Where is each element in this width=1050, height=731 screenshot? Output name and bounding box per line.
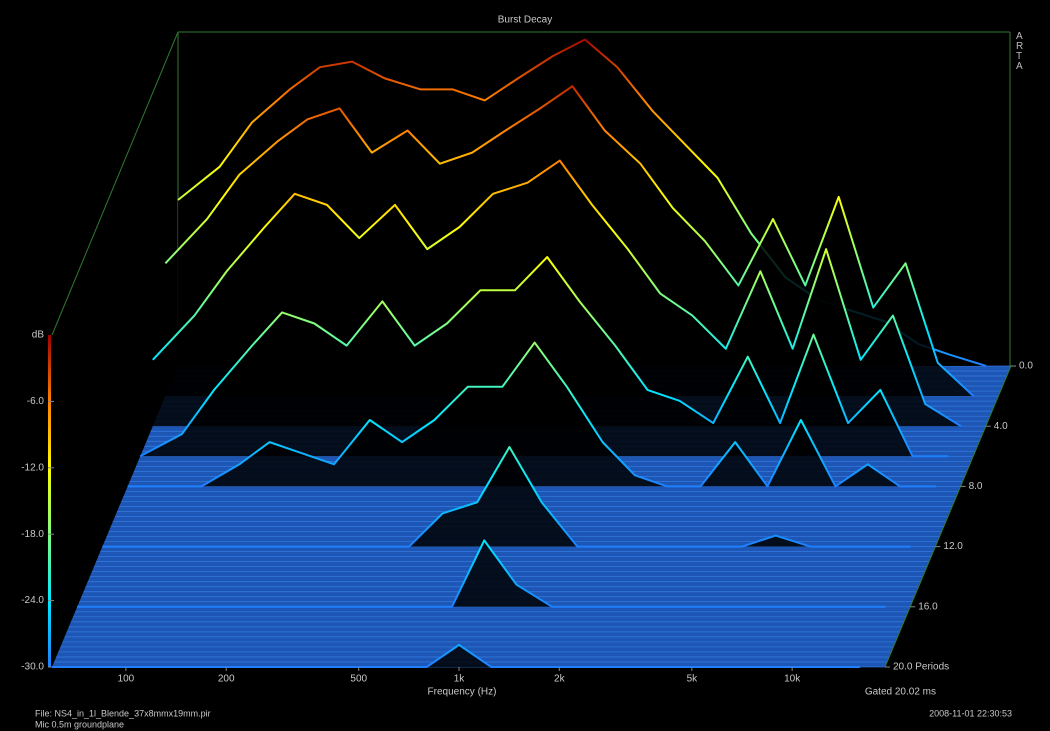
x-tick-label: 10k (784, 674, 801, 685)
timestamp: 2008-11-01 22:30:53 (929, 708, 1012, 718)
z-axis-label: dB (32, 330, 45, 341)
z-tick-label: -18.0 (21, 529, 44, 540)
file-note: File: NS4_in_1l_Blende_37x8mmx19mm.pir (35, 708, 211, 718)
x-tick-label: 500 (350, 674, 367, 685)
z-tick-label: -24.0 (21, 595, 44, 606)
t-tick-label: 0.0 (1019, 361, 1033, 372)
gate-note: Gated 20.02 ms (865, 687, 936, 698)
brand: ARTA (1016, 32, 1023, 72)
mic-note: Mic 0.5m groundplane (35, 719, 124, 729)
t-tick-label: 16.0 (918, 601, 938, 612)
t-tick-label: 20.0 Periods (893, 662, 949, 673)
z-tick-label: -6.0 (27, 396, 45, 407)
t-tick-label: 4.0 (994, 421, 1008, 432)
frame-line (52, 32, 178, 335)
z-tick-label: -12.0 (21, 462, 44, 473)
page: Burst Decay Frequency (Hz) Gated 20.02 m… (0, 0, 1050, 731)
t-tick-label: 12.0 (943, 541, 963, 552)
z-tick-label: -30.0 (21, 662, 44, 673)
chart-title: Burst Decay (498, 15, 552, 26)
x-axis-label: Frequency (Hz) (428, 687, 497, 698)
x-tick-label: 200 (218, 674, 235, 685)
colorbar (48, 335, 51, 667)
t-tick-label: 8.0 (969, 481, 983, 492)
x-tick-label: 100 (118, 674, 135, 685)
x-tick-label: 5k (687, 674, 699, 685)
chart: Burst Decay Frequency (Hz) Gated 20.02 m… (0, 0, 1050, 731)
x-tick-label: 2k (554, 674, 566, 685)
x-tick-label: 1k (454, 674, 466, 685)
